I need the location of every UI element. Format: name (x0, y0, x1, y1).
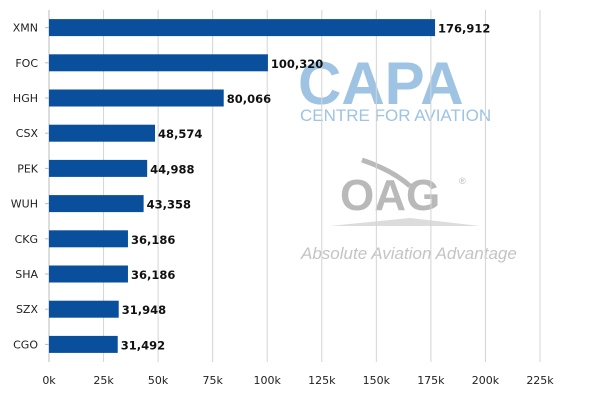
watermark: CAPA CENTRE FOR AVIATION OAG ® Absolute … (298, 50, 517, 263)
data-label: 31,948 (122, 303, 166, 317)
x-tick-label: 100k (254, 374, 282, 387)
x-tick-label: 25k (93, 374, 114, 387)
x-tick-label: 150k (363, 374, 391, 387)
category-label: HGH (13, 92, 38, 105)
bar-xmn (49, 19, 436, 37)
category-label: CGO (13, 338, 38, 351)
x-tick-label: 175k (417, 374, 445, 387)
data-label: 36,186 (131, 233, 175, 247)
category-label: WUH (11, 198, 38, 211)
data-label: 43,358 (147, 198, 191, 212)
value-labels: 176,912 100,320 80,066 48,574 44,988 43,358 36… (121, 22, 491, 353)
bar-hgh (49, 89, 224, 107)
data-label: 36,186 (131, 268, 175, 282)
x-tick-label: 225k (526, 374, 554, 387)
x-tick-labels: 0k 25k 50k 75k 100k 125k 150k 175k 200k 225k (42, 374, 554, 387)
watermark-capa-subtitle: CENTRE FOR AVIATION (300, 106, 491, 125)
category-label: SHA (15, 268, 38, 281)
category-labels: XMN FOC HGH CSX PEK WUH CKG SHA SZX CGO (11, 22, 39, 352)
category-label: FOC (15, 57, 38, 70)
category-label: CSX (16, 127, 39, 140)
data-label: 176,912 (438, 22, 490, 36)
watermark-oag-tagline: Absolute Aviation Advantage (300, 244, 517, 263)
data-label: 44,988 (150, 162, 194, 176)
x-tick-label: 200k (472, 374, 500, 387)
category-label: PEK (17, 162, 39, 175)
bar-pek (49, 159, 148, 177)
bar-szx (49, 300, 119, 318)
watermark-oag-registered: ® (459, 176, 466, 186)
data-label: 80,066 (227, 92, 271, 106)
x-tick-label: 0k (42, 374, 56, 387)
watermark-capa-logo: CAPA (298, 50, 464, 117)
data-label: 48,574 (158, 127, 202, 141)
x-tick-label: 50k (148, 374, 169, 387)
oag-underline-icon (330, 218, 480, 226)
bar-sha (49, 265, 128, 283)
data-label: 31,492 (121, 338, 165, 352)
oag-swoosh-icon (361, 157, 412, 188)
category-label: SZX (16, 303, 39, 316)
bar-ckg (49, 230, 128, 248)
bar-foc (49, 54, 268, 72)
bar-cgo (49, 335, 118, 353)
category-label: CKG (15, 233, 38, 246)
data-label: 100,320 (271, 57, 323, 71)
category-label: XMN (13, 22, 38, 35)
x-tick-label: 125k (308, 374, 336, 387)
bar-csx (49, 124, 155, 142)
bar-wuh (49, 195, 144, 213)
watermark-oag-logo: OAG (340, 171, 440, 220)
bars (45, 19, 436, 353)
x-tick-label: 75k (202, 374, 223, 387)
